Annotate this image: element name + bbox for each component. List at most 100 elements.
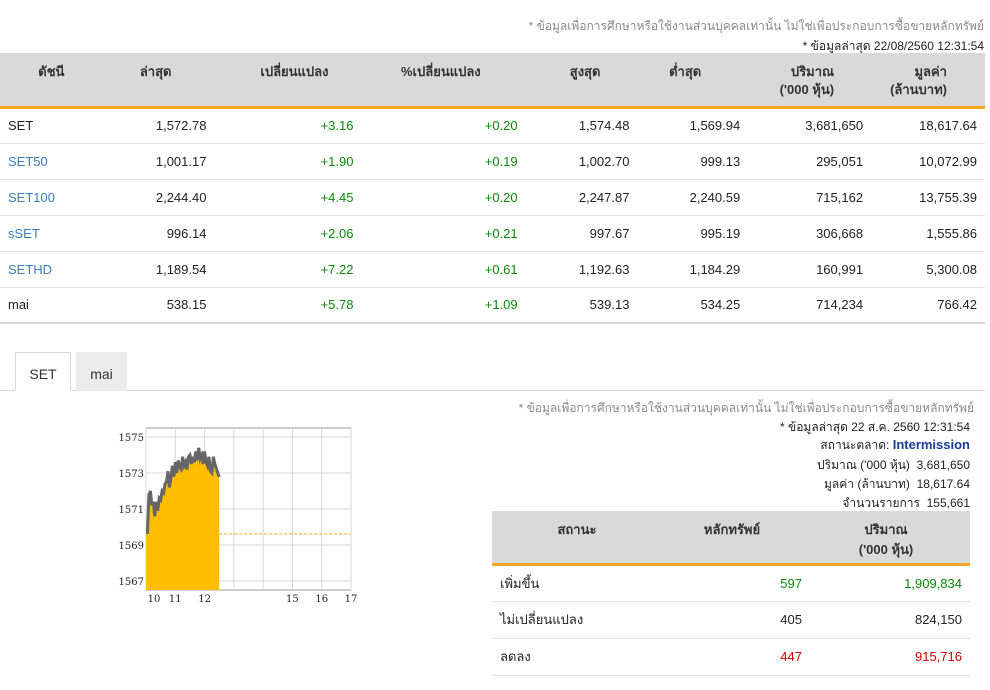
col-header-securities: หลักทรัพย์ <box>662 511 802 566</box>
table-row: mai 538.15 +5.78 +1.09 539.13 534.25 714… <box>0 287 985 324</box>
index-value: 766.42 <box>864 287 985 324</box>
index-link-set100[interactable]: SET100 <box>0 179 104 216</box>
index-change: +4.45 <box>207 179 355 216</box>
chart-x-tick-label: 15 <box>286 594 299 604</box>
index-volume: 3,681,650 <box>741 107 865 144</box>
col-header-pct-change[interactable]: %เปลี่ยนแปลง <box>354 53 519 109</box>
chart-y-tick-label: 1575 <box>119 433 144 444</box>
chart-series-line <box>145 447 221 534</box>
status-count: 447 <box>662 638 802 676</box>
status-count: 405 <box>662 601 802 639</box>
intraday-chart-svg: 1575 1573 1571 1569 1567 10 11 12 15 16 17 <box>119 427 358 605</box>
chart-y-tick-label: 1569 <box>119 541 144 552</box>
index-name: mai <box>0 287 104 324</box>
index-low: 534.25 <box>630 287 742 324</box>
status-label: ไม่เปลี่ยนแปลง <box>492 601 662 639</box>
market-status: สถานะตลาด: Intermission <box>820 436 970 455</box>
col-header-volume: ปริมาณ ('000 หุ้น) <box>802 511 970 566</box>
index-change: +5.78 <box>207 287 355 324</box>
col-header-low[interactable]: ต่ำสุด <box>630 53 742 109</box>
table-row: SET50 1,001.17 +1.90 +0.19 1,002.70 999.… <box>0 143 985 180</box>
chart-x-tick-label: 12 <box>198 594 211 604</box>
col-header-index[interactable]: ดัชนี <box>0 53 104 109</box>
index-change: +2.06 <box>207 215 355 252</box>
status-volume: 915,716 <box>802 638 970 676</box>
index-volume: 714,234 <box>741 287 865 324</box>
market-status-label: สถานะตลาด: <box>820 438 890 452</box>
index-link-sethd[interactable]: SETHD <box>0 251 104 288</box>
chart-x-tick-label: 10 <box>148 594 161 604</box>
advance-decline-table: สถานะ หลักทรัพย์ ปริมาณ ('000 หุ้น) เพิ่… <box>492 511 970 676</box>
index-low: 995.19 <box>630 215 742 252</box>
tab-mai[interactable]: mai <box>76 352 127 391</box>
status-volume: 824,150 <box>802 601 970 639</box>
last-updated: * ข้อมูลล่าสุด 22/08/2560 12:31:54 <box>802 39 984 53</box>
chart-x-tick-label: 16 <box>315 594 328 604</box>
tab-set[interactable]: SET <box>15 352 71 391</box>
index-high: 2,247.87 <box>518 179 631 216</box>
index-pct: +0.20 <box>354 107 519 144</box>
index-name: SET <box>0 107 104 144</box>
index-high: 997.67 <box>518 215 631 252</box>
col-header-high[interactable]: สูงสุด <box>518 53 631 109</box>
index-volume: 715,162 <box>741 179 865 216</box>
chart-area-fill <box>146 447 220 590</box>
status-label: ลดลง <box>492 638 662 676</box>
col-header-change[interactable]: เปลี่ยนแปลง <box>207 53 355 109</box>
table-row: เพิ่มขึ้น 597 1,909,834 <box>492 564 970 602</box>
index-pct: +0.19 <box>354 143 519 180</box>
index-low: 1,184.29 <box>630 251 742 288</box>
disclaimer-note: * ข้อมูลเพื่อการศึกษาหรือใช้งานส่วนบุคคล… <box>528 19 984 33</box>
index-pct: +1.09 <box>354 287 519 324</box>
index-value: 13,755.39 <box>864 179 985 216</box>
index-pct: +0.61 <box>354 251 519 288</box>
index-low: 1,569.94 <box>630 107 742 144</box>
index-pct: +0.21 <box>354 215 519 252</box>
status-volume: 1,909,834 <box>802 564 970 602</box>
status-label: เพิ่มขึ้น <box>492 564 662 602</box>
table-row: SETHD 1,189.54 +7.22 +0.61 1,192.63 1,18… <box>0 251 985 288</box>
index-high: 539.13 <box>518 287 631 324</box>
index-last: 538.15 <box>103 287 208 324</box>
index-value: 1,555.86 <box>864 215 985 252</box>
market-deals-label: จำนวนรายการ <box>842 496 920 510</box>
status-table-header: สถานะ หลักทรัพย์ ปริมาณ ('000 หุ้น) <box>492 511 970 566</box>
index-value: 18,617.64 <box>864 107 985 144</box>
market-volume: ปริมาณ ('000 หุ้น) 3,681,650 <box>817 456 970 475</box>
chart-y-tick-label: 1571 <box>119 505 144 516</box>
index-value: 5,300.08 <box>864 251 985 288</box>
table-row: ลดลง 447 915,716 <box>492 638 970 676</box>
table-row: sSET 996.14 +2.06 +0.21 997.67 995.19 30… <box>0 215 985 252</box>
index-table-header: ดัชนี ล่าสุด เปลี่ยนแปลง %เปลี่ยนแปลง สู… <box>0 53 985 109</box>
market-value: มูลค่า (ล้านบาท) 18,617.64 <box>824 475 970 494</box>
index-link-set50[interactable]: SET50 <box>0 143 104 180</box>
market-volume-label: ปริมาณ ('000 หุ้น) <box>817 458 910 472</box>
index-last: 1,001.17 <box>103 143 208 180</box>
chart-x-tick-label: 11 <box>169 594 182 604</box>
status-count: 597 <box>662 564 802 602</box>
chart-x-tick-label: 17 <box>345 594 358 604</box>
table-row: SET100 2,244.40 +4.45 +0.20 2,247.87 2,2… <box>0 179 985 216</box>
index-table: ดัชนี ล่าสุด เปลี่ยนแปลง %เปลี่ยนแปลง สู… <box>0 53 985 324</box>
market-value-value: 18,617.64 <box>916 477 970 491</box>
index-link-sset[interactable]: sSET <box>0 215 104 252</box>
market-volume-value: 3,681,650 <box>916 458 970 472</box>
intraday-chart: 1575 1573 1571 1569 1567 10 11 12 15 16 17 <box>112 422 362 605</box>
chart-y-tick-label: 1567 <box>119 577 144 588</box>
col-header-last[interactable]: ล่าสุด <box>103 53 208 109</box>
index-high: 1,002.70 <box>518 143 631 180</box>
col-header-volume[interactable]: ปริมาณ ('000 หุ้น) <box>741 53 865 109</box>
index-low: 2,240.59 <box>630 179 742 216</box>
table-row: SET 1,572.78 +3.16 +0.20 1,574.48 1,569.… <box>0 107 985 144</box>
market-disclaimer: * ข้อมูลเพื่อการศึกษาหรือใช้งานส่วนบุคคล… <box>518 401 974 415</box>
index-last: 996.14 <box>103 215 208 252</box>
index-pct: +0.20 <box>354 179 519 216</box>
index-value: 10,072.99 <box>864 143 985 180</box>
table-row: ไม่เปลี่ยนแปลง 405 824,150 <box>492 601 970 639</box>
col-header-value[interactable]: มูลค่า (ล้านบาท) <box>864 53 985 109</box>
chart-y-tick-label: 1573 <box>119 469 144 480</box>
tabs-divider <box>0 390 985 391</box>
market-status-value: Intermission <box>892 437 970 452</box>
index-volume: 306,668 <box>741 215 865 252</box>
index-volume: 295,051 <box>741 143 865 180</box>
